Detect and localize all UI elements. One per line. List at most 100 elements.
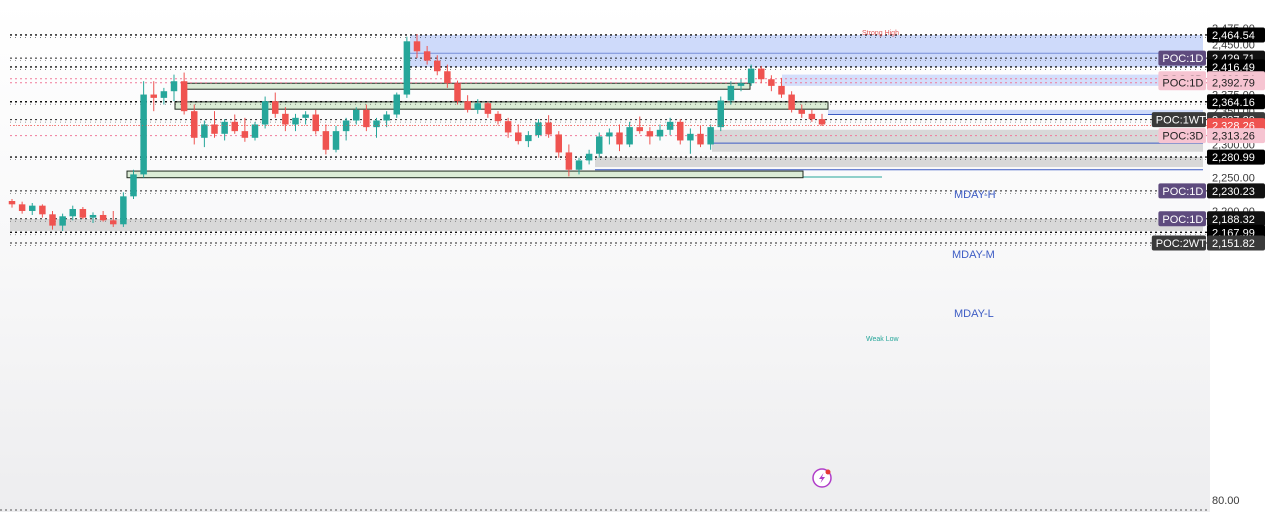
level-label-bg-4: [1158, 75, 1206, 91]
price-tag-bg-2: [1207, 59, 1265, 75]
candle-body-16: [170, 81, 178, 92]
zone-mday-h: [828, 109, 1203, 115]
level-label-bg-13: [1151, 235, 1206, 251]
y-tick-label-5: 2,250.00: [1212, 173, 1255, 185]
candle-body-35: [363, 109, 370, 128]
candle-body-63: [646, 131, 654, 137]
candle-body-14: [150, 94, 157, 98]
candle-body-64: [656, 129, 664, 137]
candle-body-79: [808, 113, 816, 120]
price-tag-value-4: 2,392.79: [1212, 78, 1255, 90]
candle-body-47: [484, 103, 492, 114]
candle-body-70: [717, 100, 724, 128]
zone-mday-l: [595, 157, 1203, 168]
level-label-8: POC:3D: [1162, 131, 1203, 143]
candle-body-39: [403, 41, 411, 95]
candle-body-57: [585, 153, 593, 161]
candle-body-10: [110, 220, 117, 225]
level-label-10: POC:1D: [1162, 186, 1203, 198]
level-label-11: POC:1D: [1162, 214, 1203, 226]
price-tag-bg-0: [1207, 27, 1265, 43]
zone-poc-1d-low: [10, 218, 1203, 231]
candle-body-7: [79, 208, 87, 218]
candle-body-15: [160, 91, 168, 98]
candle-body-58: [596, 136, 603, 154]
price-tag-value-13: 2,151.82: [1212, 238, 1255, 250]
candle-body-66: [677, 121, 684, 141]
price-tag-bg-11: [1207, 211, 1265, 227]
candle-body-56: [575, 160, 583, 170]
candle-body-78: [798, 109, 805, 114]
candle-body-59: [606, 132, 613, 137]
candle-body-36: [373, 120, 380, 128]
price-tag-value-0: 2,464.54: [1212, 30, 1255, 42]
level-label-6: POC:1WT: [1156, 115, 1206, 127]
zone-mday-m: [712, 129, 1203, 152]
order-block-1: [184, 82, 751, 90]
candle-body-50: [515, 132, 522, 142]
price-tag-bg-9: [1207, 149, 1265, 165]
candle-body-43: [444, 71, 451, 84]
level-label-bg-1: [1158, 50, 1206, 66]
level-label-13: POC:2WT: [1156, 238, 1206, 250]
candle-body-44: [454, 83, 461, 102]
candle-body-11: [120, 196, 127, 225]
candle-body-22: [231, 121, 238, 132]
level-label-1: POC:1D: [1162, 53, 1203, 65]
price-tag-value-5: 2,364.16: [1212, 97, 1255, 109]
price-tag-bg-5: [1207, 94, 1265, 110]
candle-body-71: [727, 85, 735, 101]
candle-body-18: [191, 111, 198, 138]
candle-body-42: [434, 60, 441, 72]
price-tag-value-8: 2,313.26: [1212, 131, 1255, 143]
candle-body-12: [130, 174, 137, 197]
candle-body-51: [525, 135, 532, 142]
candle-body-32: [332, 131, 340, 150]
candle-body-4: [49, 214, 56, 226]
candle-body-77: [788, 94, 795, 110]
candle-body-73: [747, 68, 755, 84]
candle-body-76: [778, 85, 785, 95]
candle-body-27: [282, 113, 289, 125]
level-label-4: POC:1D: [1162, 78, 1203, 90]
price-tag-value-9: 2,280.99: [1212, 152, 1255, 164]
candle-body-68: [697, 133, 704, 145]
level-label-bg-6: [1151, 112, 1206, 128]
supply-zone-top: [410, 34, 1203, 67]
candle-body-31: [322, 131, 330, 150]
candle-body-13: [140, 94, 147, 175]
candle-body-26: [272, 101, 279, 114]
candle-body-67: [687, 133, 694, 141]
level-label-bg-11: [1158, 211, 1206, 227]
zone-label-mday-h: MDAY-H: [954, 189, 996, 201]
price-tag-bg-4: [1207, 75, 1265, 91]
candle-body-62: [636, 127, 643, 132]
candle-body-37: [383, 114, 390, 121]
candle-body-30: [312, 114, 319, 132]
candle-body-61: [626, 127, 633, 145]
candle-body-23: [241, 131, 249, 138]
annotation-strong-high: Strong High: [862, 30, 899, 37]
candle-body-20: [211, 124, 218, 134]
supply-zone-mid: [782, 74, 1203, 86]
flash-icon[interactable]: [812, 468, 832, 488]
candle-body-28: [292, 117, 299, 125]
price-tag-bg-8: [1207, 128, 1265, 144]
candle-body-2: [29, 205, 36, 211]
price-tag-value-2: 2,416.49: [1212, 62, 1255, 74]
candle-body-72: [737, 83, 745, 86]
zone-label-mday-m: MDAY-M: [952, 249, 995, 261]
candle-body-46: [474, 103, 481, 110]
y-tick-label-1: 2,450.00: [1212, 40, 1255, 52]
candle-body-40: [413, 41, 421, 52]
candle-body-49: [504, 121, 512, 133]
candle-body-17: [180, 81, 188, 112]
candle-body-54: [555, 134, 562, 153]
candle-body-3: [39, 205, 46, 215]
candle-body-80: [818, 119, 826, 125]
candle-body-29: [302, 114, 309, 118]
candle-body-55: [565, 152, 573, 170]
candle-body-8: [89, 214, 97, 218]
level-label-bg-8: [1158, 128, 1206, 144]
